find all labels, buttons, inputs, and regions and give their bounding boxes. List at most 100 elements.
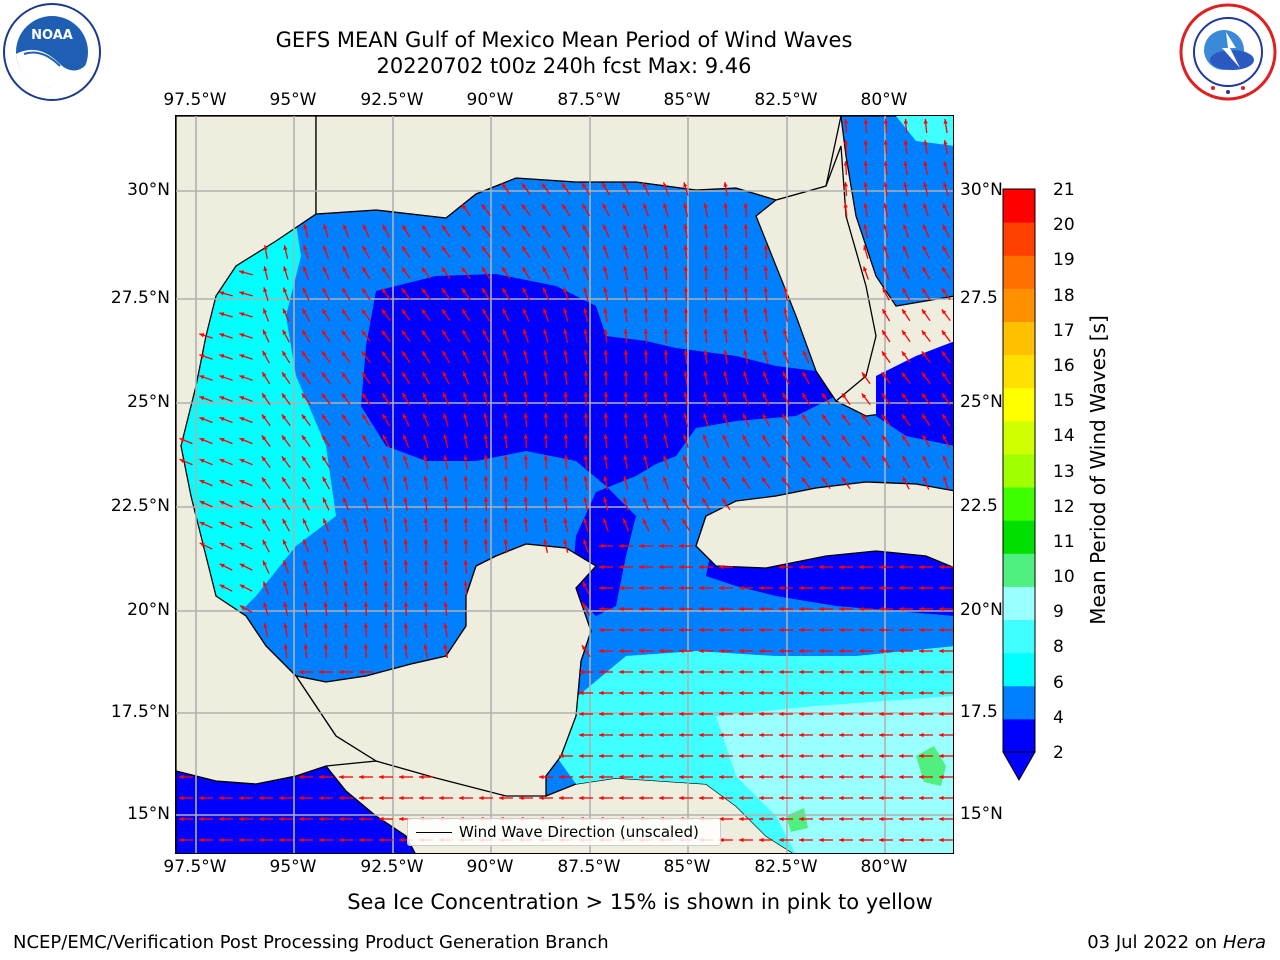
wave-direction-arrow xyxy=(783,329,789,343)
wave-direction-arrow xyxy=(443,644,449,658)
wave-direction-arrow xyxy=(941,245,951,259)
wave-direction-arrow xyxy=(603,497,609,511)
lat-tick-left: 30°N xyxy=(127,180,170,200)
wave-direction-arrow xyxy=(939,606,953,612)
wave-direction-arrow xyxy=(739,837,753,843)
wave-direction-arrow xyxy=(883,224,889,238)
wave-direction-arrow xyxy=(563,539,569,553)
wave-direction-arrow xyxy=(521,224,531,238)
wave-direction-arrow xyxy=(363,497,369,511)
wave-direction-arrow xyxy=(941,371,951,385)
wave-direction-arrow xyxy=(899,606,913,612)
wave-direction-arrow xyxy=(743,265,749,281)
wave-direction-arrow xyxy=(659,627,673,633)
wave-direction-arrow xyxy=(323,224,329,238)
wave-direction-arrow xyxy=(743,371,749,385)
wave-direction-arrow xyxy=(503,392,509,406)
wave-direction-arrow xyxy=(643,412,648,428)
wave-direction-arrow xyxy=(863,160,868,176)
wave-direction-arrow xyxy=(299,774,313,780)
wave-direction-arrow xyxy=(303,224,309,238)
wave-direction-arrow xyxy=(801,477,811,489)
wave-direction-arrow xyxy=(582,245,590,259)
colorbar-segment xyxy=(1003,553,1035,587)
wave-direction-arrow xyxy=(403,496,408,512)
colorbar-tick: 19 xyxy=(1053,250,1075,271)
wave-direction-arrow xyxy=(583,287,589,301)
wave-direction-arrow xyxy=(623,497,629,511)
wave-direction-arrow xyxy=(821,456,831,468)
wave-direction-arrow xyxy=(282,287,290,301)
wave-direction-arrow xyxy=(883,181,888,197)
wave-direction-arrow xyxy=(759,669,773,675)
wave-direction-arrow xyxy=(421,350,431,364)
wave-direction-arrow xyxy=(619,711,633,717)
wave-direction-arrow xyxy=(639,606,653,612)
wave-direction-arrow xyxy=(839,585,853,591)
wave-direction-arrow xyxy=(839,711,853,717)
wave-direction-arrow xyxy=(839,669,853,675)
wave-direction-arrow xyxy=(663,328,669,344)
wave-direction-arrow xyxy=(503,371,509,385)
wave-direction-arrow xyxy=(643,433,648,449)
wave-direction-arrow xyxy=(482,329,490,343)
wave-direction-arrow xyxy=(281,455,291,469)
wave-direction-arrow xyxy=(903,160,908,176)
wave-direction-arrow xyxy=(941,309,951,321)
wave-direction-arrow xyxy=(481,225,491,237)
wave-direction-arrow xyxy=(859,711,873,717)
wave-direction-arrow xyxy=(281,371,291,385)
wave-direction-arrow xyxy=(423,455,429,469)
wave-direction-arrow xyxy=(919,606,933,612)
wave-direction-arrow xyxy=(899,564,913,570)
wave-direction-arrow xyxy=(603,307,608,323)
wave-direction-arrow xyxy=(763,329,769,343)
wave-direction-arrow xyxy=(483,413,489,427)
wave-direction-arrow xyxy=(563,329,569,343)
wave-direction-arrow xyxy=(599,648,613,654)
wave-direction-arrow xyxy=(739,816,753,822)
wave-direction-arrow xyxy=(403,476,409,490)
wave-direction-arrow xyxy=(741,455,751,469)
wave-direction-arrow xyxy=(262,539,270,553)
wave-direction-arrow xyxy=(463,538,469,554)
wave-direction-arrow xyxy=(343,622,349,638)
wave-direction-arrow xyxy=(703,307,709,323)
legend-label: Wind Wave Direction (unscaled) xyxy=(459,823,699,841)
wave-direction-arrow xyxy=(663,349,669,365)
colorbar-outline xyxy=(1002,188,1036,753)
wave-direction-arrow xyxy=(943,182,949,196)
wave-direction-arrow xyxy=(919,648,933,654)
lon-tick-top: 87.5°W xyxy=(557,90,621,110)
wave-direction-arrow xyxy=(743,328,748,344)
lon-tick-top: 95°W xyxy=(269,90,317,110)
wave-direction-arrow xyxy=(619,732,633,738)
wave-direction-arrow xyxy=(463,496,469,512)
wave-direction-arrow xyxy=(939,690,953,696)
wave-direction-arrow xyxy=(382,455,390,469)
lat-tick-right: 25°N xyxy=(960,392,1003,412)
wave-direction-arrow xyxy=(781,413,791,427)
wave-direction-arrow xyxy=(683,391,688,407)
wave-direction-arrow xyxy=(879,690,893,696)
wave-direction-arrow xyxy=(461,329,471,343)
wave-direction-arrow xyxy=(483,433,488,449)
wave-direction-arrow xyxy=(421,224,431,238)
wave-direction-arrow xyxy=(383,476,389,490)
legend-line-swatch xyxy=(416,832,452,833)
wave-direction-arrow xyxy=(423,517,428,533)
wave-direction-arrow xyxy=(239,354,253,360)
wave-direction-arrow xyxy=(683,307,689,323)
wave-direction-arrow xyxy=(422,413,430,427)
wave-direction-arrow xyxy=(461,308,471,322)
us-coast-land xyxy=(315,116,842,219)
wave-direction-arrow xyxy=(403,517,408,533)
wave-direction-arrow xyxy=(679,753,693,759)
wave-direction-arrow xyxy=(239,605,253,613)
wave-direction-arrow xyxy=(619,690,633,696)
wave-direction-arrow xyxy=(321,393,331,405)
wave-direction-arrow xyxy=(863,266,869,280)
wave-direction-arrow xyxy=(739,795,753,801)
wave-direction-arrow xyxy=(283,581,289,595)
wave-direction-arrow xyxy=(759,627,773,633)
